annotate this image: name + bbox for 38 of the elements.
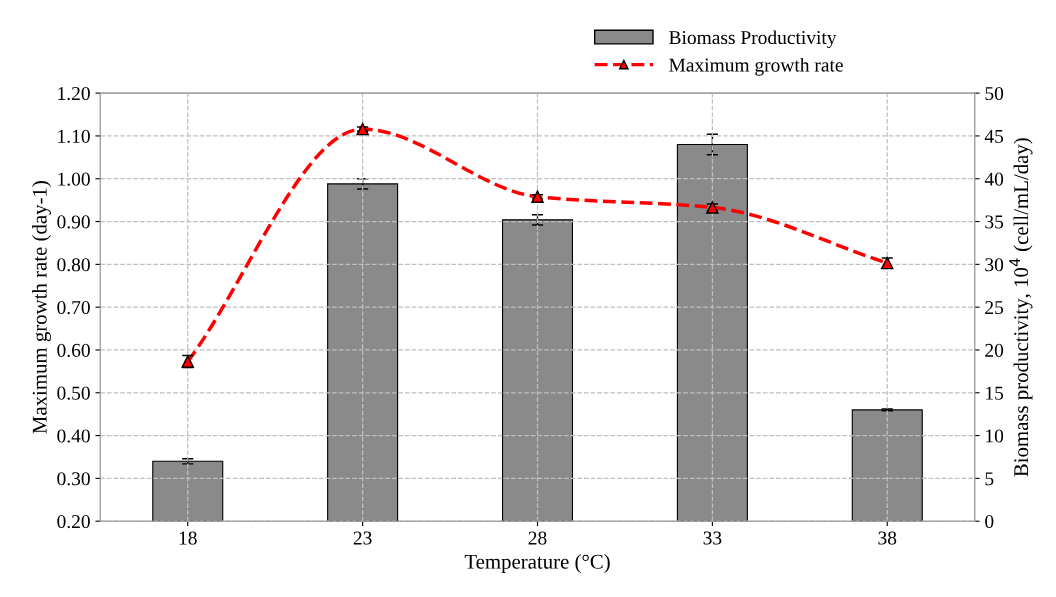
legend-label: Biomass Productivity [669,30,837,49]
point [356,122,369,136]
y2-tick-label: 20 [985,343,1004,357]
x-tick-label: 23 [353,531,372,545]
y2-tick-label: 0 [985,515,994,529]
y-tick-label: 0.80 [57,258,90,272]
y-tick-label: 0.70 [57,300,90,315]
y2-tick-label: 30 [985,258,1004,272]
y-tick-label: 1.10 [58,129,90,143]
bar [152,460,224,522]
x-tick-label: 18 [179,531,197,545]
x-axis-title: Temperature (°C) [464,554,610,573]
y2-tick-label: 40 [984,172,1004,186]
bar [676,143,748,522]
y2-tick-label: 45 [984,129,1004,143]
y-tick-label: 1.00 [58,172,90,186]
bar [327,183,399,522]
y-tick-label: 0.60 [57,343,90,357]
bar [851,409,923,522]
bar [501,219,574,522]
y2-tick-label: 50 [985,86,1004,101]
x-tick-label: 28 [528,531,547,545]
y2-tick-label: 5 [985,472,994,486]
y2-tick-label: 15 [986,386,1004,400]
y-tick-label: 0.50 [57,386,90,400]
y-tick-label: 1.20 [58,86,90,101]
y-tick-label: 0.30 [57,472,90,486]
legend-label: Maximum growth rate [669,57,843,76]
y2-tick-label: 25 [985,301,1004,315]
y-tick-label: 0.90 [57,215,90,229]
y-tick-label: 0.40 [57,429,90,443]
y-axis-title: Maximum growth rate (day-1) [32,181,52,434]
y2-axis-title: Biomass productivity, 10$^{4}$ (cell/mL/day) [1009,138,1033,477]
y2-tick-label: 35 [985,215,1004,229]
x-tick-label: 38 [878,531,897,545]
x-tick-label: 33 [703,531,722,545]
y-tick-label: 0.20 [57,515,90,529]
y2-tick-label: 10 [986,429,1004,443]
